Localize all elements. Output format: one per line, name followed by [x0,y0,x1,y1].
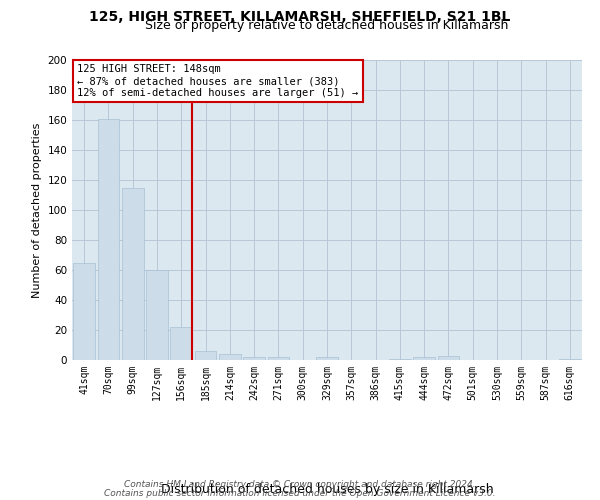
Bar [194,351,217,360]
Bar [146,270,168,360]
Bar [73,262,95,360]
Bar [122,188,143,360]
Bar [268,357,289,360]
Bar [413,357,435,360]
Bar [316,357,338,360]
Text: Contains HM Land Registry data © Crown copyright and database right 2024.: Contains HM Land Registry data © Crown c… [124,480,476,489]
Y-axis label: Number of detached properties: Number of detached properties [32,122,42,298]
Bar [170,327,192,360]
Bar [243,357,265,360]
Bar [437,356,460,360]
Text: Contains public sector information licensed under the Open Government Licence v3: Contains public sector information licen… [104,489,496,498]
Text: 125, HIGH STREET, KILLAMARSH, SHEFFIELD, S21 1BL: 125, HIGH STREET, KILLAMARSH, SHEFFIELD,… [89,10,511,24]
Title: Size of property relative to detached houses in Killamarsh: Size of property relative to detached ho… [145,20,509,32]
Bar [219,354,241,360]
Bar [97,118,119,360]
X-axis label: Distribution of detached houses by size in Killamarsh: Distribution of detached houses by size … [161,484,493,496]
Text: 125 HIGH STREET: 148sqm
← 87% of detached houses are smaller (383)
12% of semi-d: 125 HIGH STREET: 148sqm ← 87% of detache… [77,64,358,98]
Bar [559,358,581,360]
Bar [389,358,411,360]
